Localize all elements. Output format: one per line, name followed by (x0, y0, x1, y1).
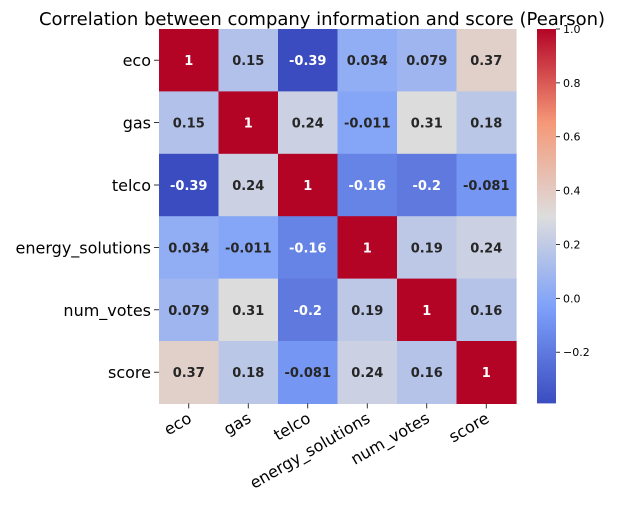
heatmap-cell (218, 341, 279, 404)
heatmap-cell (397, 153, 458, 217)
heatmap-cell (218, 91, 279, 155)
heatmap-cell (397, 29, 458, 92)
row-tick-label: gas (123, 114, 151, 133)
colorbar-tick-label: 1.0 (563, 23, 581, 36)
column-tick-label: score (446, 408, 493, 446)
heatmap-cell (159, 341, 220, 404)
row-tick-labels: eco gas telco energy_solutions num_votesscor… (16, 51, 159, 382)
cell-value-label: -0.2 (413, 179, 441, 194)
colorbar-tick-label: −0.2 (563, 346, 590, 359)
cell-value-label: 0.37 (173, 366, 205, 381)
colorbar-tick-label: 0.8 (563, 77, 581, 90)
column-tick-label: gas (220, 408, 254, 439)
colorbar-tick-label: 0.6 (563, 131, 581, 144)
heatmap-cell (337, 91, 398, 155)
cell-value-label: 0.37 (470, 54, 502, 69)
colorbar-tick-label: 0.0 (563, 292, 581, 305)
heatmap-cell (159, 29, 220, 92)
cell-value-label: 0.24 (292, 117, 324, 132)
heatmap-cell (337, 153, 398, 217)
cell-value-label: 0.31 (232, 304, 264, 319)
cell-value-label: -0.2 (294, 304, 322, 319)
heatmap-cell (456, 153, 517, 217)
heatmap-cell (278, 153, 339, 217)
cell-value-label: 0.24 (351, 366, 383, 381)
heatmap-cell (159, 153, 220, 217)
heatmap-cell (337, 216, 398, 280)
cell-value-label: 1 (244, 117, 253, 132)
heatmap-cell (397, 216, 458, 280)
heatmap-cell (278, 278, 339, 342)
cell-value-label: -0.081 (284, 366, 331, 381)
row-tick-label: eco (123, 51, 151, 70)
cell-value-label: 0.16 (470, 304, 502, 319)
chart-title: Correlation between company information … (39, 9, 605, 30)
cell-value-label: -0.16 (289, 241, 326, 256)
heatmap-cell (337, 278, 398, 342)
cell-value-label: 1 (422, 304, 431, 319)
heatmap-cell (159, 278, 220, 342)
cell-value-label: -0.011 (344, 117, 391, 132)
colorbar-gradient (537, 29, 556, 404)
column-tick-label: telco (270, 408, 313, 444)
cell-value-label: 0.034 (168, 241, 209, 256)
cell-value-label: -0.011 (225, 241, 272, 256)
row-tick-label: num_votes (63, 301, 151, 321)
cell-value-label: 1 (482, 366, 491, 381)
heatmap-cell (456, 278, 517, 342)
heatmap-cell (397, 341, 458, 404)
heatmap-cell (456, 29, 517, 92)
heatmap-cell (278, 216, 339, 280)
cell-value-label: 0.18 (470, 117, 502, 132)
cell-value-label: -0.39 (289, 54, 326, 69)
heatmap-cell (278, 91, 339, 155)
heatmap-cell (337, 29, 398, 92)
column-tick-label: eco (161, 408, 195, 439)
heatmap-cell (456, 341, 517, 404)
colorbar: 1.0 0.8 0.6 0.4 0.2 0.0 −0.2 (537, 23, 590, 404)
cell-value-label: 0.15 (173, 117, 205, 132)
cell-value-label: 0.034 (347, 54, 388, 69)
cell-value-label: 1 (363, 241, 372, 256)
row-tick-label: telco (112, 176, 151, 195)
colorbar-tick-label: 0.2 (563, 238, 581, 251)
cell-value-label: 1 (184, 54, 193, 69)
cell-value-label: 0.19 (351, 304, 383, 319)
heatmap-cell (218, 278, 279, 342)
heatmap-cell (397, 91, 458, 155)
cell-value-label: -0.16 (349, 179, 386, 194)
heatmap-cell (218, 216, 279, 280)
heatmap-cell (456, 216, 517, 280)
cell-value-label: 0.24 (232, 179, 264, 194)
heatmap-cell (397, 278, 458, 342)
cell-value-label: 0.079 (168, 304, 209, 319)
cell-value-label: 0.16 (411, 366, 443, 381)
cell-value-label: 0.079 (406, 54, 447, 69)
cell-value-label: 0.24 (470, 241, 502, 256)
cell-value-label: 0.31 (411, 117, 443, 132)
row-tick-label: energy_solutions (16, 238, 151, 258)
heatmap-cell (456, 91, 517, 155)
heatmap-cell (337, 341, 398, 404)
heatmap-cell (159, 216, 220, 280)
heatmap-cells: 1 0.15 -0.39 0.034 0.079 0.37 0.15 1 0.24 -0.011 0… (159, 29, 517, 404)
row-tick-label: score (108, 363, 151, 382)
cell-value-label: -0.081 (463, 179, 510, 194)
heatmap-cell (218, 29, 279, 92)
heatmap-cell (159, 91, 220, 155)
cell-value-label: 0.15 (232, 54, 264, 69)
colorbar-tick-label: 0.4 (563, 185, 581, 198)
cell-value-label: -0.39 (170, 179, 207, 194)
heatmap-cell (278, 29, 339, 92)
cell-value-label: 1 (303, 179, 312, 194)
cell-value-label: 0.18 (232, 366, 264, 381)
cell-value-label: 0.19 (411, 241, 443, 256)
heatmap-cell (218, 153, 279, 217)
heatmap-cell (278, 341, 339, 404)
